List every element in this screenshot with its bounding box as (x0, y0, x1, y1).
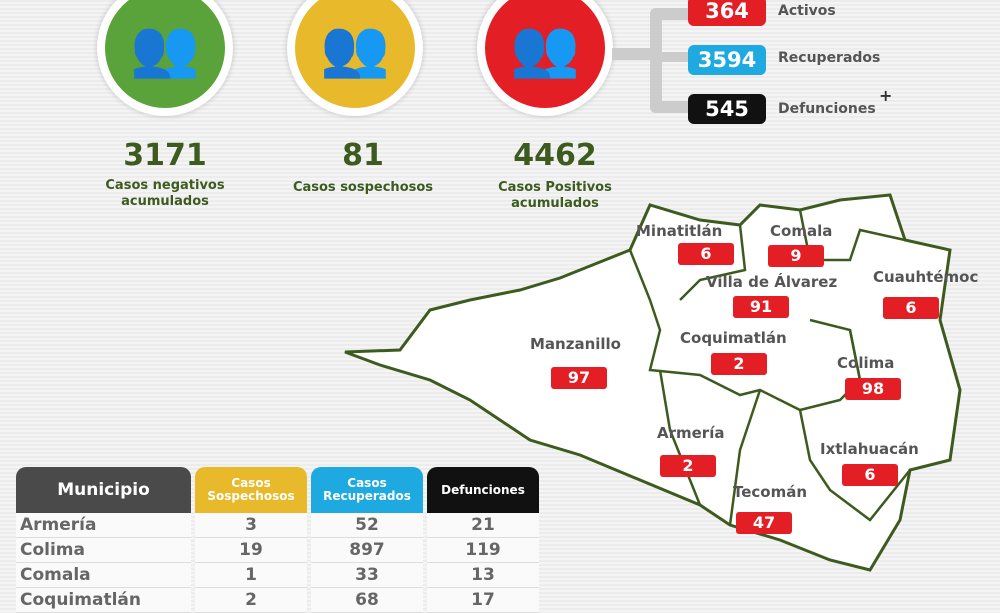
bracket-connector (660, 52, 690, 62)
municipality-table: Municipio Casos Sospechosos Casos Recupe… (12, 467, 543, 613)
map-value: 6 (678, 243, 734, 265)
bracket-connector (612, 48, 652, 60)
cell: Comala (16, 563, 191, 588)
map-value: 6 (842, 464, 898, 486)
map-value: 91 (733, 296, 789, 318)
table-row: Colima 19 897 119 (16, 538, 539, 563)
positive-count: 4462 (513, 138, 597, 173)
cell: 52 (311, 513, 423, 538)
border-line (798, 409, 911, 522)
active-label: Activos (778, 3, 836, 19)
map-value: 47 (736, 512, 792, 534)
header-sospechosos: Casos Sospechosos (195, 467, 307, 513)
border-line (658, 369, 702, 506)
border-line (798, 209, 906, 262)
suspect-count: 81 (342, 138, 384, 173)
suspect-circle: 👥 (287, 0, 423, 116)
table-row: Armería 3 52 21 (16, 513, 539, 538)
cell: Armería (16, 513, 191, 538)
map-label: Tecomán (733, 483, 808, 501)
cell: 17 (427, 588, 539, 613)
map-value: 98 (845, 378, 901, 400)
map-label: Comala (770, 222, 833, 240)
map-label: Armería (657, 424, 725, 442)
header-defunciones: Defunciones (427, 467, 539, 513)
border-line (679, 224, 747, 301)
cell: 897 (311, 538, 423, 563)
header-municipio: Municipio (16, 467, 191, 513)
header-recuperados: Casos Recuperados (311, 467, 423, 513)
recovered-count: 3594 (688, 45, 766, 75)
negative-caption: Casos negativos acumulados (105, 178, 225, 209)
map-label: Colima (837, 354, 895, 372)
suspect-caption: Casos sospechosos (292, 180, 434, 195)
table-row: Comala 1 33 13 (16, 563, 539, 588)
map-label: Coquimatlán (680, 329, 787, 347)
table-row: Coquimatlán 2 68 17 (16, 588, 539, 613)
cell: Colima (16, 538, 191, 563)
cell: 1 (195, 563, 307, 588)
map-label: Minatitlán (636, 222, 723, 240)
state-outline (344, 193, 962, 572)
map-value: 2 (711, 353, 767, 375)
cell: 68 (311, 588, 423, 613)
map-label: Cuauhtémoc (873, 268, 979, 286)
border-line (728, 389, 762, 526)
positive-circle: 👥 (477, 0, 613, 116)
colima-map (344, 193, 962, 572)
cell: 21 (427, 513, 539, 538)
map-label: Ixtlahuacán (820, 440, 919, 458)
cell: 2 (195, 588, 307, 613)
positive-caption: Casos Positivos acumulados (498, 180, 612, 211)
people-icon: 👥 (130, 16, 200, 81)
recovered-label: Recuperados (778, 50, 881, 66)
map-value: 97 (551, 367, 607, 389)
map-value: 6 (883, 297, 939, 319)
cell: 3 (195, 513, 307, 538)
active-count: 364 (688, 0, 766, 26)
map-value: 2 (660, 455, 716, 477)
people-icon: 👥 (510, 16, 580, 81)
negative-circle: 👥 (97, 0, 233, 116)
deaths-count: 545 (688, 94, 766, 124)
cell: Coquimatlán (16, 588, 191, 613)
bracket-connector (650, 8, 690, 113)
map-value: 9 (768, 245, 824, 267)
cell: 13 (427, 563, 539, 588)
cell: 33 (311, 563, 423, 588)
people-icon: 👥 (320, 16, 390, 81)
cell: 119 (427, 538, 539, 563)
negative-count: 3171 (123, 138, 207, 173)
border-line (809, 318, 862, 381)
deaths-label: Defunciones (778, 101, 876, 117)
cell: 19 (195, 538, 307, 563)
cross-icon: + (879, 86, 893, 105)
map-label: Manzanillo (530, 335, 621, 353)
map-label: Villa de Álvarez (706, 273, 838, 291)
